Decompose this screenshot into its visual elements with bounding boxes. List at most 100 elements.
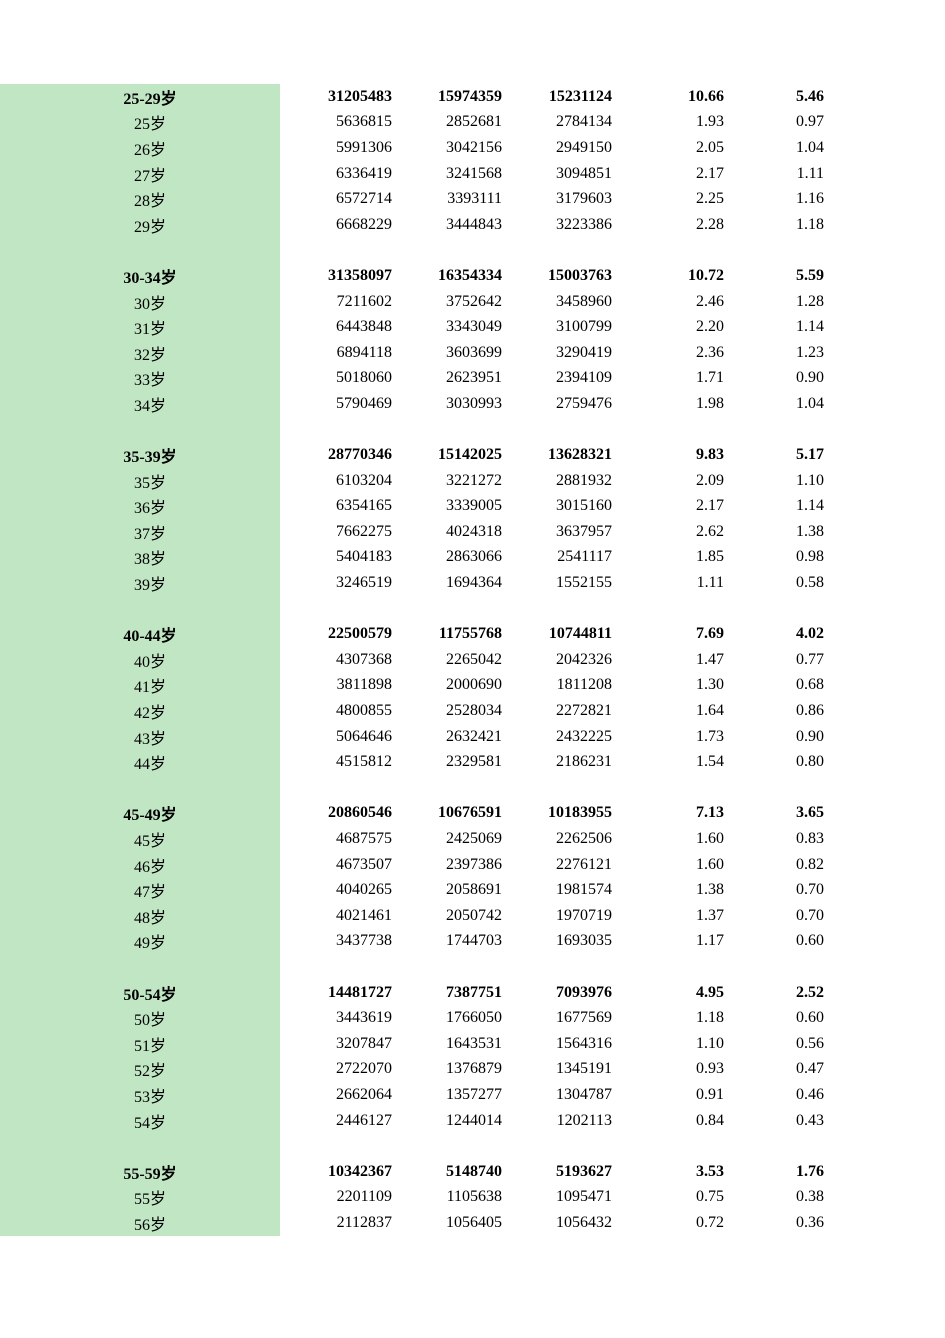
male-cell: 2058691: [400, 881, 510, 899]
pct2-cell: 0.77: [740, 651, 840, 669]
pct1-cell: 4.95: [620, 984, 740, 1002]
age-cell: 31岁: [0, 314, 280, 340]
age-cell: 47岁: [0, 877, 280, 903]
pct1-cell: 7.13: [620, 804, 740, 822]
age-cell: 30岁: [0, 289, 280, 315]
pct2-cell: 1.10: [740, 472, 840, 490]
data-row: 48岁4021461205074219707191.370.70: [0, 903, 945, 929]
pct1-cell: 0.93: [620, 1060, 740, 1078]
age-cell: 50-54岁: [0, 980, 280, 1006]
male-cell: 2623951: [400, 369, 510, 387]
female-cell: 1345191: [510, 1060, 620, 1078]
pct1-cell: 2.17: [620, 497, 740, 515]
pct2-cell: 0.36: [740, 1214, 840, 1232]
male-cell: 10676591: [400, 804, 510, 822]
female-cell: 7093976: [510, 984, 620, 1002]
total-cell: 10342367: [280, 1163, 400, 1181]
female-cell: 5193627: [510, 1163, 620, 1181]
data-row: 31岁6443848334304931007992.201.14: [0, 314, 945, 340]
pct1-cell: 1.98: [620, 395, 740, 413]
data-row: 41岁3811898200069018112081.300.68: [0, 673, 945, 699]
male-cell: 15142025: [400, 446, 510, 464]
data-row: 35岁6103204322127228819322.091.10: [0, 468, 945, 494]
pct2-cell: 0.98: [740, 548, 840, 566]
female-cell: 1693035: [510, 932, 620, 950]
pct1-cell: 0.84: [620, 1112, 740, 1130]
population-age-table: 25-29岁31205483159743591523112410.665.462…: [0, 84, 945, 1236]
female-cell: 1677569: [510, 1009, 620, 1027]
age-cell: 25岁: [0, 110, 280, 136]
data-row: 42岁4800855252803422728211.640.86: [0, 698, 945, 724]
age-cell: 53岁: [0, 1082, 280, 1108]
total-cell: 5018060: [280, 369, 400, 387]
total-cell: 6443848: [280, 318, 400, 336]
pct2-cell: 1.76: [740, 1163, 840, 1181]
female-cell: 3179603: [510, 190, 620, 208]
total-cell: 7662275: [280, 523, 400, 541]
pct2-cell: 0.80: [740, 753, 840, 771]
age-cell: 40岁: [0, 647, 280, 673]
group-header-row: 45-49岁2086054610676591101839557.133.65: [0, 801, 945, 827]
total-cell: 4307368: [280, 651, 400, 669]
data-row: 29岁6668229344484332233862.281.18: [0, 212, 945, 238]
pct1-cell: 10.72: [620, 267, 740, 285]
pct1-cell: 1.60: [620, 830, 740, 848]
age-cell: 35岁: [0, 468, 280, 494]
data-row: 53岁2662064135727713047870.910.46: [0, 1082, 945, 1108]
pct2-cell: 0.70: [740, 881, 840, 899]
male-cell: 1694364: [400, 574, 510, 592]
pct1-cell: 0.75: [620, 1188, 740, 1206]
female-cell: 2881932: [510, 472, 620, 490]
total-cell: 2201109: [280, 1188, 400, 1206]
pct2-cell: 1.23: [740, 344, 840, 362]
spacer-row: [0, 417, 945, 443]
age-cell: 48岁: [0, 903, 280, 929]
data-row: 37岁7662275402431836379572.621.38: [0, 519, 945, 545]
female-cell: 1095471: [510, 1188, 620, 1206]
data-row: 34岁5790469303099327594761.981.04: [0, 391, 945, 417]
pct2-cell: 0.38: [740, 1188, 840, 1206]
group-header-row: 40-44岁2250057911755768107448117.694.02: [0, 621, 945, 647]
spacer-row: [0, 596, 945, 622]
data-row: 55岁2201109110563810954710.750.38: [0, 1185, 945, 1211]
total-cell: 5790469: [280, 395, 400, 413]
data-row: 32岁6894118360369932904192.361.23: [0, 340, 945, 366]
pct2-cell: 0.46: [740, 1086, 840, 1104]
age-cell: 38岁: [0, 545, 280, 571]
male-cell: 3221272: [400, 472, 510, 490]
group-header-row: 50-54岁14481727738775170939764.952.52: [0, 980, 945, 1006]
age-cell: 35-39岁: [0, 442, 280, 468]
female-cell: 2759476: [510, 395, 620, 413]
data-row: 36岁6354165333900530151602.171.14: [0, 494, 945, 520]
pct1-cell: 0.72: [620, 1214, 740, 1232]
pct1-cell: 1.10: [620, 1035, 740, 1053]
age-cell: 44岁: [0, 749, 280, 775]
pct2-cell: 1.04: [740, 395, 840, 413]
male-cell: 3343049: [400, 318, 510, 336]
pct1-cell: 2.62: [620, 523, 740, 541]
spacer-row: [0, 1133, 945, 1159]
pct1-cell: 1.54: [620, 753, 740, 771]
age-cell: 32岁: [0, 340, 280, 366]
pct1-cell: 1.47: [620, 651, 740, 669]
pct2-cell: 0.90: [740, 369, 840, 387]
male-cell: 3603699: [400, 344, 510, 362]
male-cell: 3241568: [400, 165, 510, 183]
female-cell: 10183955: [510, 804, 620, 822]
total-cell: 6894118: [280, 344, 400, 362]
total-cell: 4515812: [280, 753, 400, 771]
pct2-cell: 0.90: [740, 728, 840, 746]
total-cell: 2112837: [280, 1214, 400, 1232]
pct1-cell: 7.69: [620, 625, 740, 643]
female-cell: 2272821: [510, 702, 620, 720]
age-cell: 37岁: [0, 519, 280, 545]
pct2-cell: 0.97: [740, 113, 840, 131]
female-cell: 2949150: [510, 139, 620, 157]
total-cell: 3811898: [280, 676, 400, 694]
pct2-cell: 4.02: [740, 625, 840, 643]
age-cell: 34岁: [0, 391, 280, 417]
male-cell: 2852681: [400, 113, 510, 131]
female-cell: 2541117: [510, 548, 620, 566]
pct1-cell: 2.36: [620, 344, 740, 362]
male-cell: 1744703: [400, 932, 510, 950]
